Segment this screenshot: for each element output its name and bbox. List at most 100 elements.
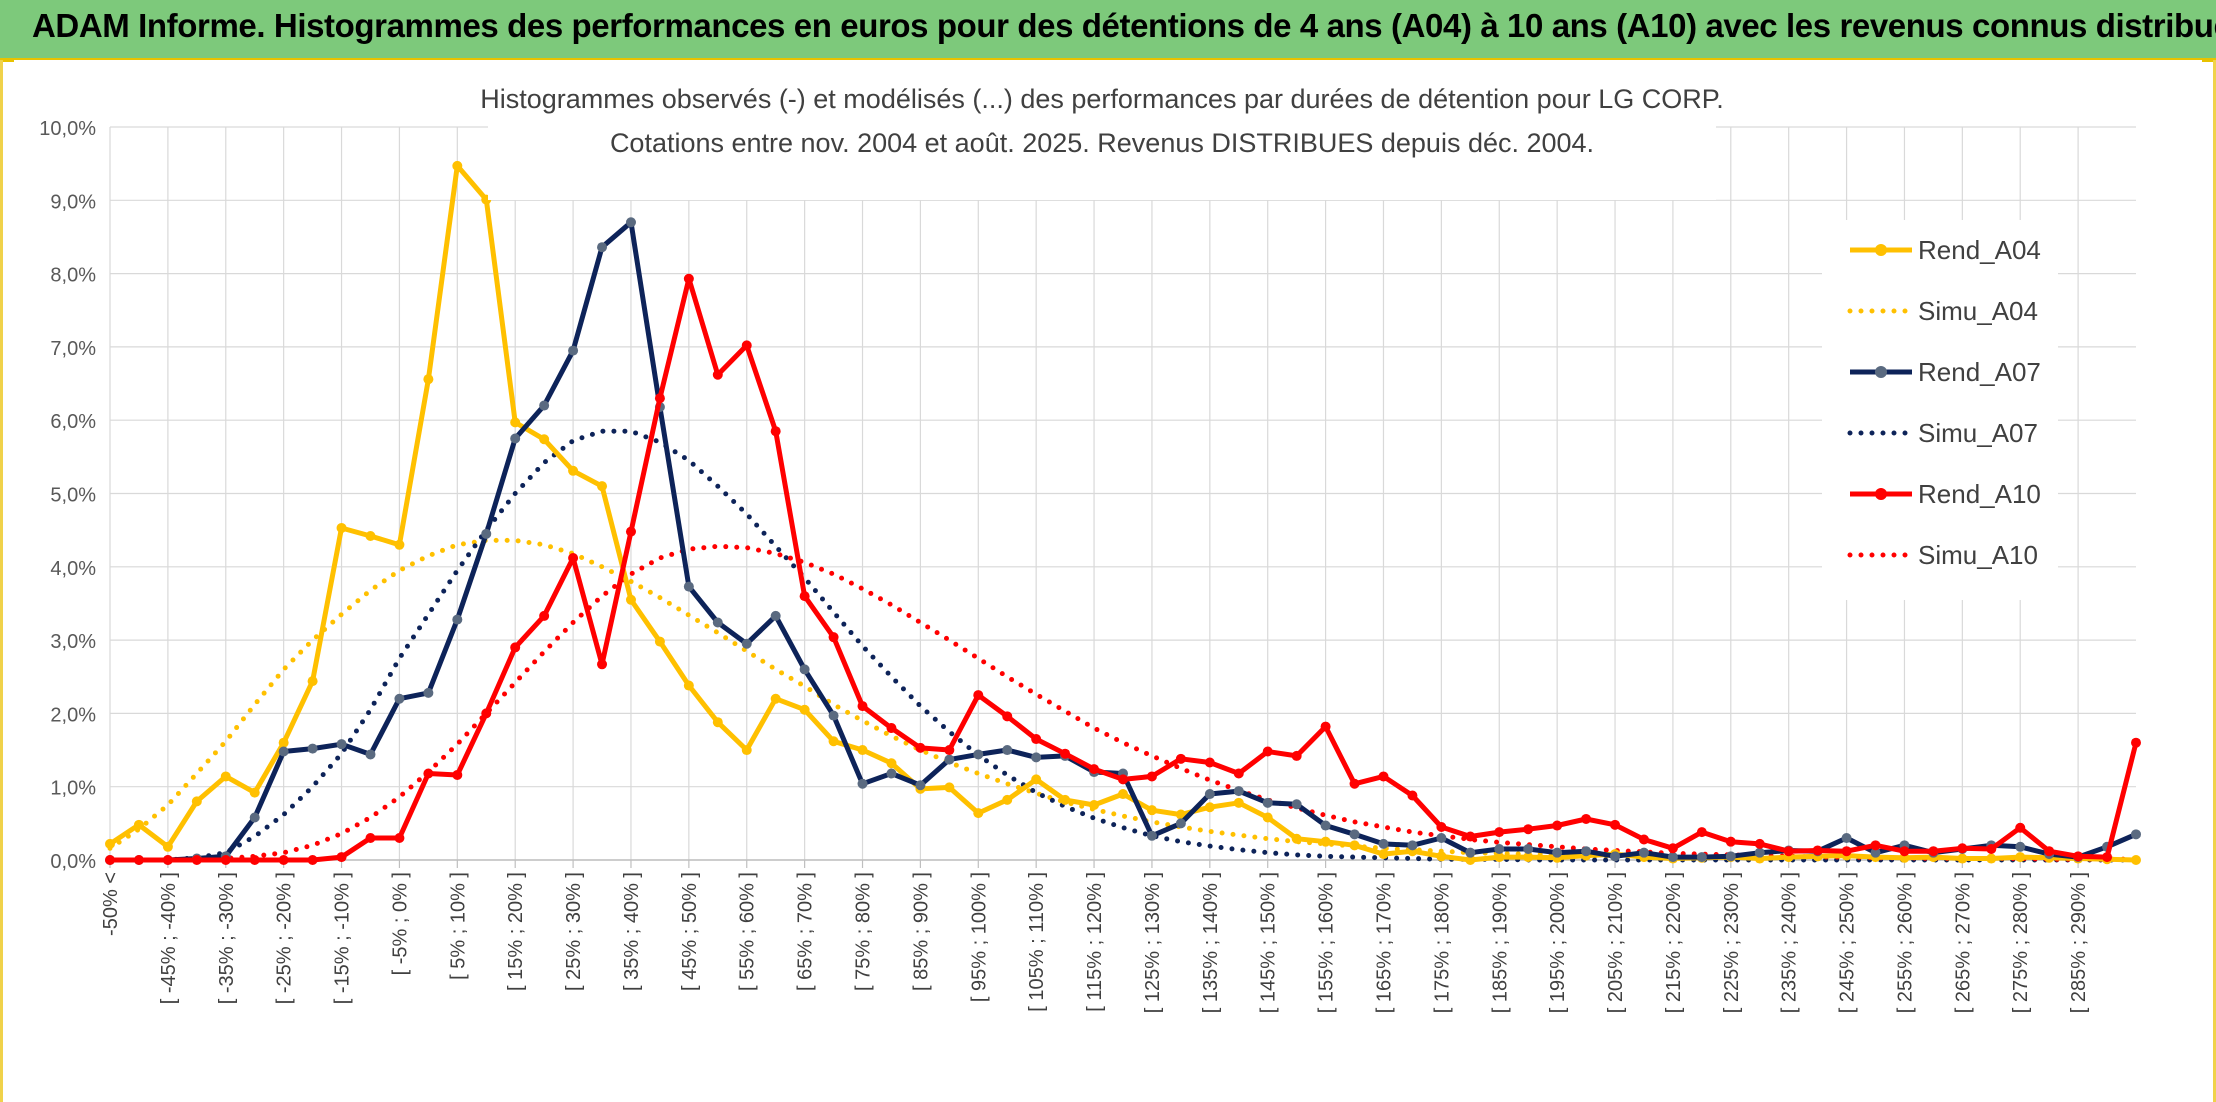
point-rend-a10 (191, 855, 202, 865)
x-tick-label: [ 125% ; 130% ] (1142, 872, 1164, 1013)
x-tick-label: [ 5% ; 10% ] (447, 872, 469, 980)
corner-accent-right (2202, 58, 2216, 62)
point-rend-a10 (1523, 824, 1534, 835)
point-rend-a07 (1494, 844, 1505, 855)
point-rend-a10 (1233, 768, 1244, 779)
point-rend-a04 (2131, 855, 2141, 865)
x-tick-label: [ 85% ; 90% ] (910, 872, 932, 991)
point-rend-a10 (1089, 764, 1100, 775)
point-rend-a04 (1089, 800, 1100, 811)
point-rend-a07 (452, 614, 463, 625)
point-rend-a04 (1957, 853, 1968, 864)
point-rend-a07 (394, 693, 405, 704)
legend-marker-rend-a04 (1875, 244, 1887, 256)
point-rend-a10 (1957, 843, 1968, 854)
point-rend-a07 (1291, 799, 1302, 810)
point-rend-a04 (1031, 774, 1042, 785)
point-rend-a04 (1060, 794, 1071, 805)
y-tick-label: 6,0% (50, 411, 96, 433)
point-rend-a10 (307, 855, 318, 865)
x-tick-label: [ 45% ; 50% ] (679, 872, 701, 991)
point-rend-a04 (1175, 809, 1186, 820)
point-rend-a07 (799, 664, 810, 675)
point-rend-a10 (857, 701, 868, 712)
point-rend-a10 (915, 742, 926, 753)
y-axis-ticks: 0,0% 1,0% 2,0% 3,0% 4,0% 5,0% 6,0% 7,0% 8,0% 9,0%… (39, 118, 96, 873)
x-tick-label: [ -15% ; -10% ] (332, 872, 354, 1004)
point-rend-a10 (1060, 748, 1071, 759)
point-rend-a07 (423, 687, 434, 698)
x-tick-label: [ 245% ; 250% ] (1837, 872, 1859, 1013)
point-rend-a04 (1986, 853, 1997, 864)
x-tick-label: [ -25% ; -20% ] (274, 872, 296, 1004)
point-rend-a10 (1002, 711, 1013, 722)
point-rend-a04 (799, 704, 810, 715)
point-rend-a10 (1667, 843, 1678, 854)
x-tick-label: [ -5% ; 0% ] (389, 872, 411, 975)
legend-marker-rend-a10 (1875, 488, 1887, 500)
legend-label-rend-a04: Rend_A04 (1918, 235, 2041, 265)
point-rend-a10 (712, 369, 723, 380)
point-rend-a04 (1465, 855, 1476, 865)
banner: ADAM Informe. Histogrammes des performan… (0, 0, 2216, 60)
point-rend-a04 (2015, 852, 2026, 863)
point-rend-a04 (886, 758, 897, 769)
point-rend-a04 (105, 838, 115, 849)
point-rend-a04 (510, 417, 521, 428)
title-background (488, 100, 1716, 200)
x-tick-label: [ 145% ; 150% ] (1258, 872, 1280, 1013)
point-rend-a10 (1986, 844, 1997, 855)
point-rend-a04 (1146, 805, 1157, 816)
legend-label-rend-a10: Rend_A10 (1918, 479, 2041, 509)
legend-label-simu-a04: Simu_A04 (1918, 296, 2038, 326)
legend-marker-rend-a07 (1875, 366, 1887, 378)
point-rend-a07 (741, 638, 752, 649)
point-rend-a10 (1146, 771, 1157, 782)
point-rend-a07 (568, 345, 579, 356)
point-rend-a10 (365, 833, 376, 844)
point-rend-a04 (828, 736, 839, 747)
banner-title: ADAM Informe. Histogrammes des performan… (32, 7, 2216, 44)
x-tick-label: [ 25% ; 30% ] (563, 872, 585, 991)
point-rend-a10 (799, 591, 810, 602)
point-rend-a04 (365, 531, 376, 542)
legend: Rend_A04 Simu_A04 Rend_A07 Simu_A07 Rend_A10… (1822, 220, 2058, 600)
point-rend-a07 (1841, 833, 1852, 844)
x-tick-label: [ 215% ; 220% ] (1663, 872, 1685, 1013)
point-rend-a10 (1204, 757, 1215, 768)
point-rend-a04 (278, 737, 289, 748)
point-rend-a10 (828, 632, 839, 643)
x-tick-label: [ 135% ; 140% ] (1200, 872, 1222, 1013)
y-tick-label: 4,0% (50, 558, 96, 580)
point-rend-a04 (1349, 840, 1360, 851)
point-rend-a04 (1523, 852, 1534, 863)
point-rend-a07 (539, 400, 550, 411)
point-rend-a10 (2131, 737, 2141, 748)
point-rend-a07 (1175, 818, 1186, 829)
point-rend-a10 (973, 690, 984, 701)
point-rend-a10 (1349, 778, 1360, 789)
y-tick-label: 8,0% (50, 265, 96, 287)
point-rend-a07 (1552, 847, 1563, 858)
point-rend-a07 (510, 433, 521, 444)
point-rend-a10 (1262, 746, 1273, 757)
x-tick-label: [ 75% ; 80% ] (853, 872, 875, 991)
point-rend-a07 (1667, 852, 1678, 863)
point-rend-a04 (336, 522, 347, 533)
y-tick-label: 7,0% (50, 338, 96, 360)
point-rend-a10 (423, 768, 434, 779)
point-rend-a04 (191, 796, 202, 807)
point-rend-a10 (1841, 846, 1852, 857)
point-rend-a10 (1407, 790, 1418, 801)
x-axis-ticks: -50% < [ -45% ; -40% ] [ -35% ; -30% ] [ -2… (100, 872, 2090, 1013)
point-rend-a07 (1204, 789, 1215, 800)
point-rend-a04 (249, 787, 260, 798)
x-tick-label: [ 265% ; 270% ] (1952, 872, 1974, 1013)
point-rend-a04 (1233, 797, 1244, 808)
series-layer (105, 160, 2141, 865)
y-tick-label: 5,0% (50, 485, 96, 507)
point-rend-a10 (336, 852, 347, 863)
point-rend-a07 (886, 768, 897, 779)
point-rend-a10 (597, 659, 608, 670)
point-rend-a07 (1870, 847, 1881, 858)
